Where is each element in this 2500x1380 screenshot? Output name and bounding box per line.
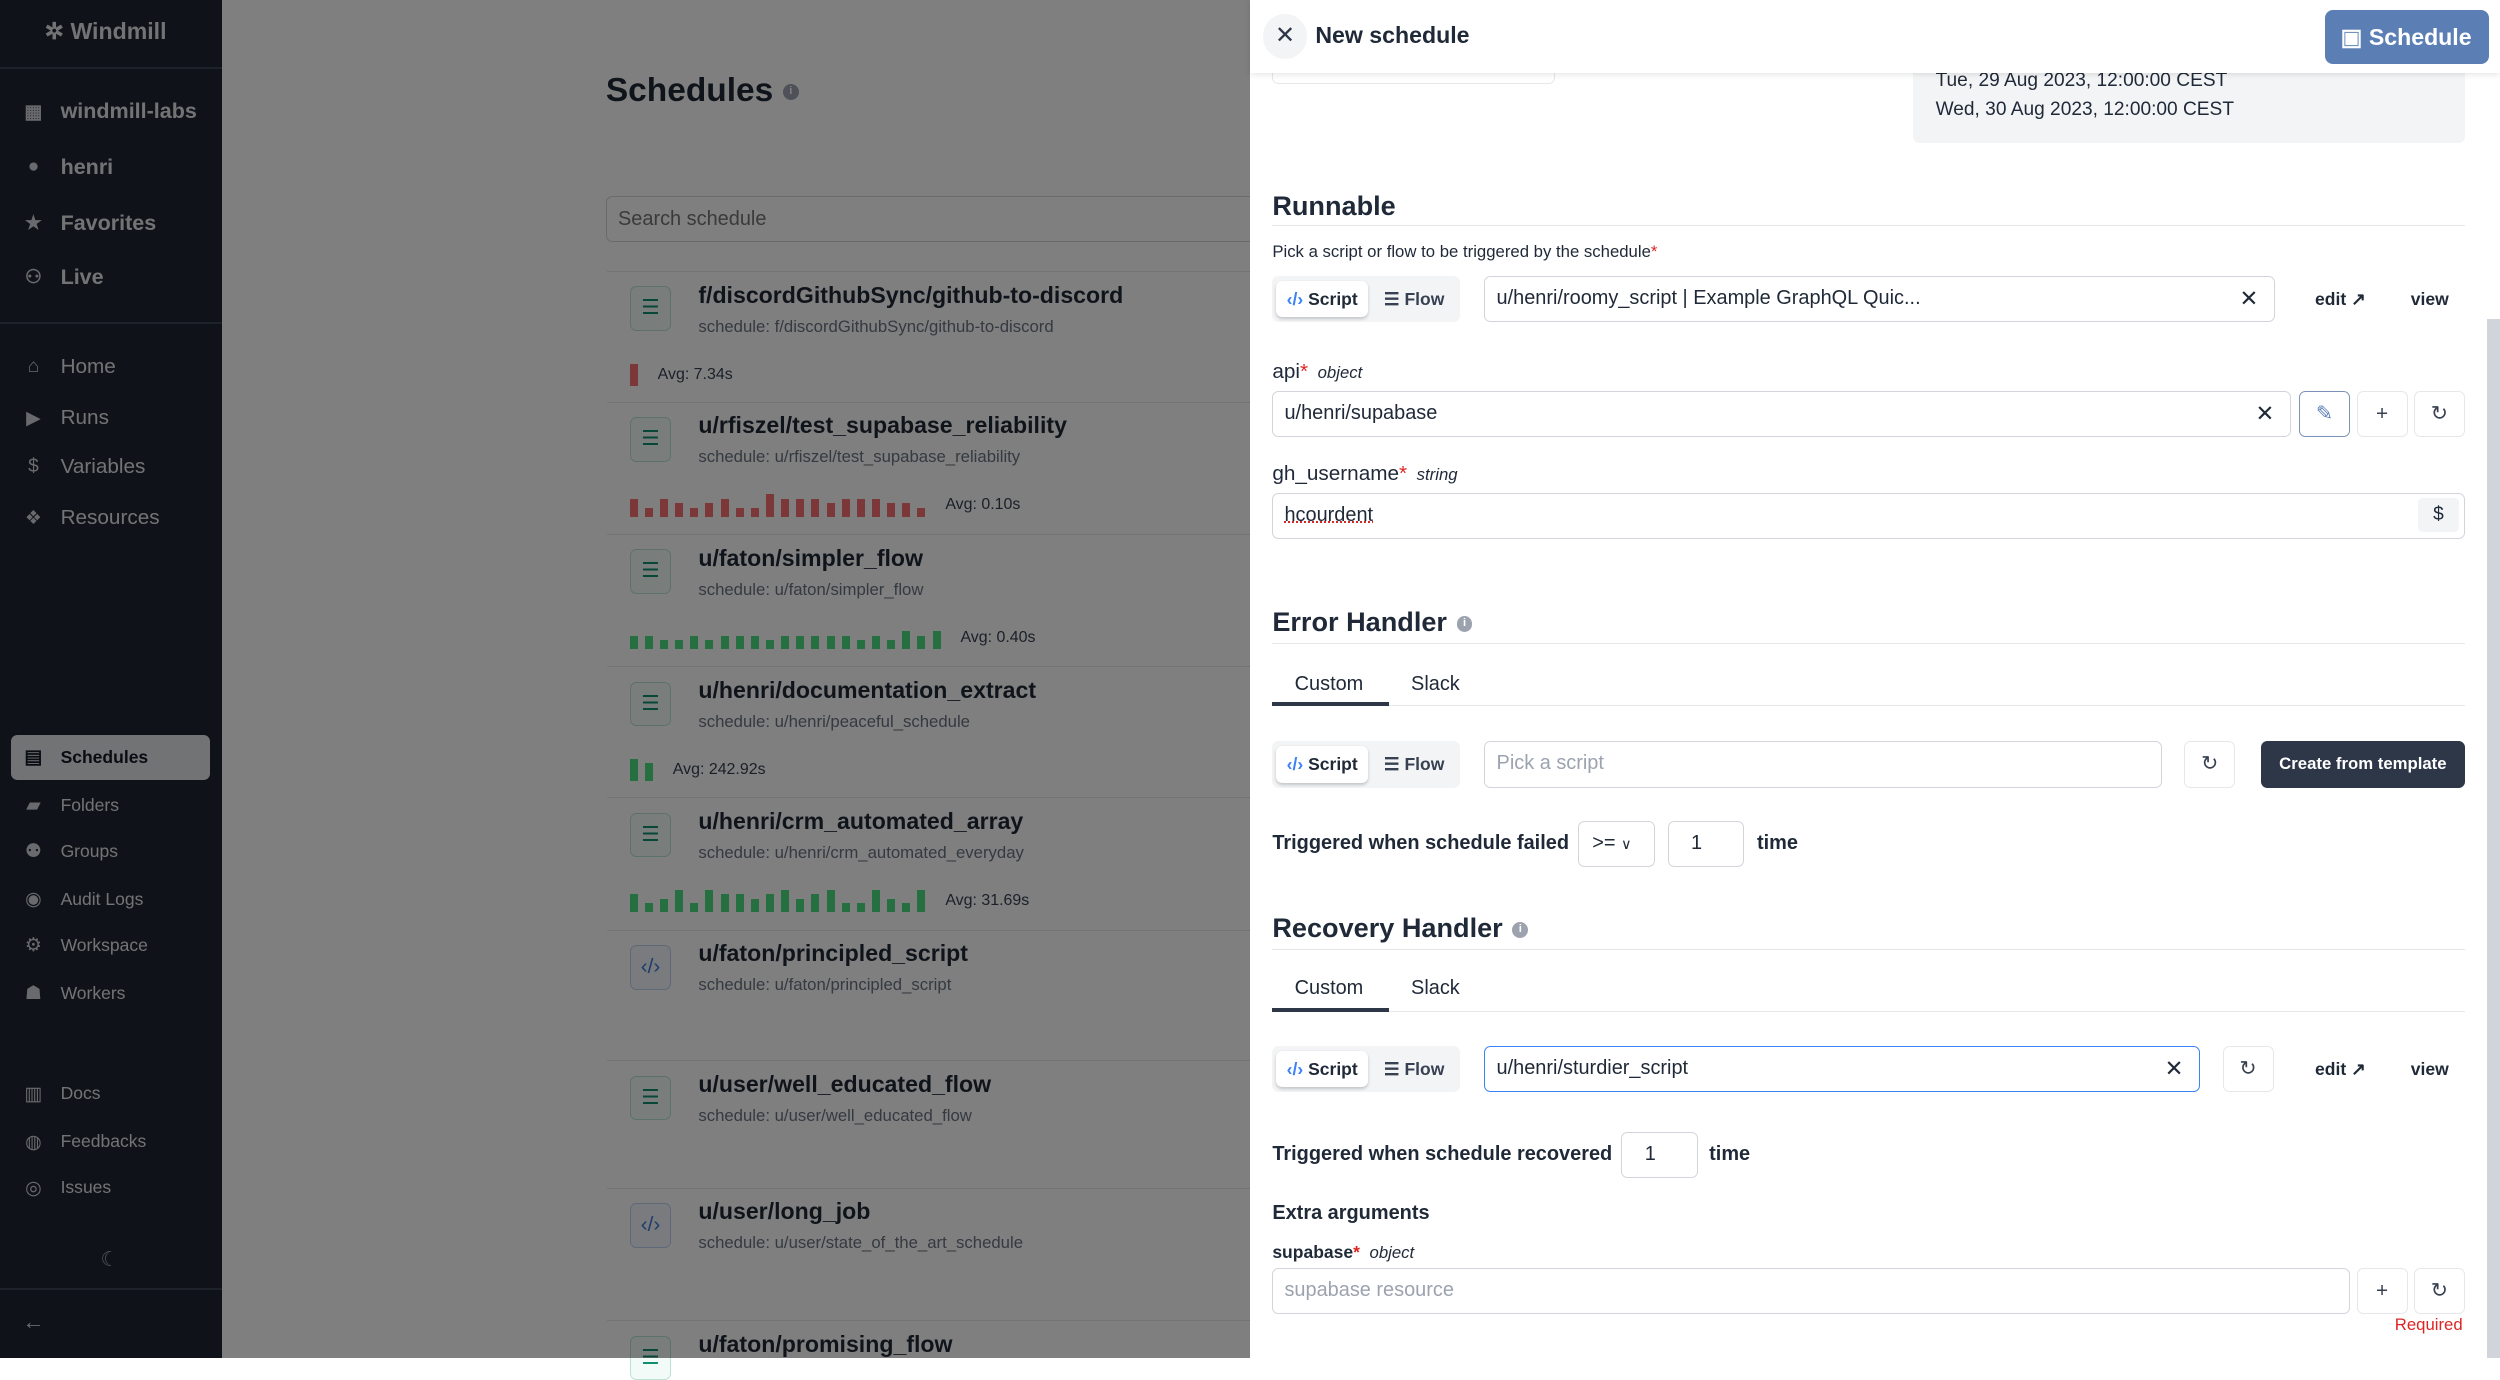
clear-icon[interactable]: ✕ [2165,1047,2184,1090]
active-tab-underline [1272,1008,1388,1013]
time-label: time [1709,1143,1750,1166]
extra-arguments-heading: Extra arguments [1272,1202,1429,1225]
runnable-heading: Runnable [1272,190,1395,222]
tabs-border [1272,1011,2465,1013]
script-flow-toggle[interactable]: ‹/› Script ☰ Flow [1272,741,1460,787]
external-link-icon: ↗ [2351,1059,2366,1079]
chevron-down-icon: ∨ [1621,837,1632,853]
plus-icon: + [2376,402,2388,425]
script-option[interactable]: ‹/› Script [1276,746,1368,783]
error-handler-script-picker[interactable]: Pick a script [1484,741,2162,787]
recovery-trigger-label: Triggered when schedule recovered [1272,1143,1612,1166]
pencil-icon: ✎ [2316,402,2333,425]
tab-custom[interactable]: Custom [1295,673,1364,696]
divider [1272,643,2465,645]
arg-label-api: api*object [1272,360,1362,384]
save-label: Schedule [2369,24,2472,50]
time-label: time [1757,832,1798,855]
arg-label-supabase: supabase*object [1272,1242,1414,1263]
runnable-picker[interactable]: u/henri/roomy_script | Example GraphQL Q… [1484,276,2275,322]
operator-select[interactable]: >= ∨ [1578,821,1655,867]
edit-resource-button[interactable]: ✎ [2299,391,2350,437]
flow-option[interactable]: ☰ Flow [1384,1051,1444,1088]
view-link[interactable]: view [2411,1059,2449,1080]
new-schedule-drawer: ✕ New schedule ▣ Schedule Tue, 29 Aug 20… [1250,0,2500,1358]
error-times-input[interactable]: 1 [1668,821,1745,867]
schedule-save-button[interactable]: ▣ Schedule [2325,10,2489,64]
create-from-template-button[interactable]: Create from template [2261,741,2465,787]
clear-icon[interactable]: ✕ [2240,277,2259,320]
gh-username-input[interactable]: hcourdent$ [1272,493,2465,539]
tabs-border [1272,705,2465,707]
script-option[interactable]: ‹/› Script [1276,281,1368,318]
error-trigger-label: Triggered when schedule failed [1272,832,1569,855]
refresh-icon: ↻ [2431,1279,2448,1302]
runnable-description: Pick a script or flow to be triggered by… [1272,242,1657,262]
divider [1272,949,2465,951]
recovery-times-input[interactable]: 1 [1621,1132,1698,1178]
dollar-icon[interactable]: $ [2418,498,2459,531]
clear-icon[interactable]: ✕ [2255,392,2274,435]
tab-slack[interactable]: Slack [1411,977,1460,1000]
external-link-icon: ↗ [2351,289,2366,309]
divider [1272,225,2465,227]
drawer-header: ✕ New schedule ▣ Schedule [1250,0,2500,73]
add-resource-button[interactable]: + [2357,1268,2408,1314]
script-flow-toggle[interactable]: ‹/› Script ☰ Flow [1272,1046,1460,1092]
arg-label-gh-username: gh_username*string [1272,462,1457,486]
modal-backdrop[interactable] [0,0,1250,1358]
recovery-handler-script-picker[interactable]: u/henri/sturdier_script✕ [1484,1046,2200,1092]
refresh-button[interactable]: ↻ [2184,741,2235,787]
refresh-button[interactable]: ↻ [2414,391,2465,437]
api-resource-input[interactable]: u/henri/supabase✕ [1272,391,2291,437]
close-icon[interactable]: ✕ [1263,14,1308,59]
edit-link[interactable]: edit ↗ [2315,289,2366,310]
view-link[interactable]: view [2411,289,2449,310]
drawer-title: New schedule [1315,22,1469,49]
tab-slack[interactable]: Slack [1411,673,1460,696]
script-flow-toggle[interactable]: ‹/› Script ☰ Flow [1272,276,1460,322]
flow-option[interactable]: ☰ Flow [1384,281,1444,318]
upcoming-run: Wed, 30 Aug 2023, 12:00:00 CEST [1936,96,2443,125]
add-resource-button[interactable]: + [2357,391,2408,437]
plus-icon: + [2376,1279,2388,1302]
active-tab-underline [1272,702,1388,707]
info-icon[interactable]: i [1457,616,1473,632]
save-icon: ▣ [2341,24,2363,50]
info-icon[interactable]: i [1512,922,1528,938]
supabase-resource-input[interactable]: supabase resource [1272,1268,2350,1314]
edit-link[interactable]: edit ↗ [2315,1059,2366,1080]
flow-option[interactable]: ☰ Flow [1384,746,1444,783]
required-error: Required [2395,1315,2463,1335]
refresh-icon: ↻ [2201,752,2218,775]
tab-custom[interactable]: Custom [1295,977,1364,1000]
scrollbar[interactable] [2487,319,2500,1359]
refresh-icon: ↻ [2431,402,2448,425]
refresh-button[interactable]: ↻ [2223,1046,2274,1092]
refresh-button[interactable]: ↻ [2414,1268,2465,1314]
refresh-icon: ↻ [2239,1057,2256,1080]
script-option[interactable]: ‹/› Script [1276,1051,1368,1088]
